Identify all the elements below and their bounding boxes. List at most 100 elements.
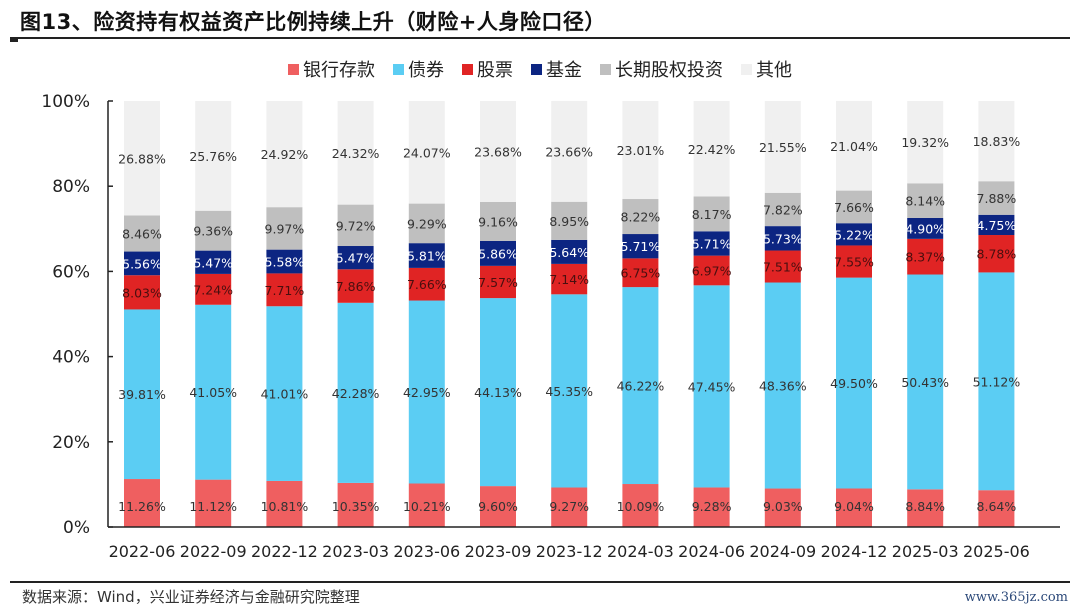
- data-label: 42.95%: [403, 385, 451, 400]
- x-tick-label: 2023-09: [465, 542, 532, 561]
- data-label: 8.46%: [122, 227, 162, 242]
- data-label: 9.97%: [265, 221, 305, 236]
- data-label: 7.82%: [763, 202, 803, 217]
- legend-label: 债券: [408, 60, 444, 81]
- bar-segment: [408, 483, 445, 527]
- data-label: 6.75%: [621, 266, 661, 281]
- legend-swatch: [462, 63, 473, 75]
- bar-segment: [408, 203, 445, 244]
- legend-swatch: [393, 63, 404, 75]
- bar-segment: [266, 273, 303, 307]
- data-label: 8.17%: [692, 207, 732, 222]
- bar-segment: [907, 217, 944, 239]
- bar-segment: [693, 101, 730, 197]
- bar-segment: [764, 250, 801, 283]
- y-tick-label: 100%: [41, 92, 90, 112]
- data-label: 39.81%: [118, 387, 166, 402]
- data-label: 5.58%: [265, 255, 305, 270]
- legend-swatch: [600, 63, 611, 75]
- bar-segment: [124, 251, 160, 276]
- chart-legend: 银行存款 债券 股票 基金 长期股权投资 其他: [0, 56, 1080, 82]
- legend-label: 长期股权投资: [615, 60, 723, 81]
- legend-item: 长期股权投资: [600, 56, 723, 82]
- bar-segment: [907, 183, 944, 218]
- bar-segment: [124, 479, 160, 527]
- data-label: 21.04%: [830, 139, 878, 154]
- bar-segment: [480, 240, 516, 266]
- bar-segment: [907, 489, 944, 527]
- data-label: 9.72%: [336, 218, 376, 233]
- legend-swatch: [288, 63, 299, 75]
- data-label: 5.64%: [549, 245, 589, 260]
- data-label: 8.84%: [905, 499, 945, 514]
- bar-segment: [693, 487, 730, 527]
- bar-segment: [622, 287, 659, 485]
- bar-segment: [622, 484, 659, 527]
- bar-segment: [622, 199, 659, 235]
- data-label: 45.35%: [545, 384, 593, 399]
- footer-divider: [10, 581, 1070, 583]
- legend-item: 基金: [531, 56, 582, 82]
- data-label: 19.32%: [901, 135, 949, 150]
- bar-segment: [551, 239, 588, 264]
- bar-segment: [693, 231, 730, 256]
- data-label: 9.60%: [478, 499, 518, 514]
- bar-segment: [195, 273, 232, 305]
- data-label: 41.05%: [189, 385, 237, 400]
- data-label: 8.14%: [905, 194, 945, 209]
- bar-segment: [195, 210, 232, 251]
- bar-segment: [408, 101, 445, 204]
- data-label: 5.71%: [621, 239, 661, 254]
- data-label: 46.22%: [617, 379, 665, 394]
- data-label: 8.37%: [905, 250, 945, 265]
- bar-segment: [836, 245, 872, 278]
- watermark: www.365jz.com: [964, 590, 1068, 605]
- data-label: 10.35%: [332, 499, 380, 514]
- bar-segment: [266, 306, 303, 481]
- data-label: 9.29%: [407, 216, 447, 231]
- y-tick-label: 20%: [52, 433, 90, 453]
- data-label: 42.28%: [332, 386, 380, 401]
- title-divider-accent: [10, 39, 18, 42]
- data-label: 4.75%: [977, 218, 1017, 233]
- data-label: 7.71%: [265, 283, 305, 298]
- data-label: 22.42%: [688, 142, 736, 157]
- legend-swatch: [531, 63, 542, 75]
- bar-segment: [551, 100, 588, 202]
- data-label: 8.22%: [621, 210, 661, 225]
- data-label: 50.43%: [901, 375, 949, 390]
- source-note: 数据来源：Wind，兴业证券经济与金融研究院整理: [22, 588, 360, 606]
- data-label: 7.66%: [834, 200, 874, 215]
- data-label: 9.16%: [478, 214, 518, 229]
- x-tick-label: 2025-03: [892, 542, 959, 561]
- bar-segment: [907, 238, 944, 275]
- bar-segment: [693, 196, 730, 232]
- bar-segment: [836, 488, 872, 527]
- legend-item: 股票: [462, 56, 513, 82]
- bar-segment: [337, 204, 374, 247]
- data-label: 5.47%: [336, 251, 376, 266]
- bar-segment: [907, 101, 944, 184]
- bar-segment: [195, 479, 232, 527]
- x-tick-label: 2024-03: [607, 542, 674, 561]
- data-label: 49.50%: [830, 376, 878, 391]
- bar-segment: [622, 234, 659, 259]
- bar-segment: [266, 480, 303, 527]
- data-label: 10.09%: [617, 499, 665, 514]
- data-label: 9.27%: [549, 499, 589, 514]
- data-label: 23.01%: [617, 143, 665, 158]
- bar-segment: [764, 488, 801, 527]
- bar-segment: [978, 214, 1015, 236]
- chart-title: 图13、险资持有权益资产比例持续上升（财险+人身险口径）: [20, 10, 606, 34]
- data-label: 8.64%: [977, 499, 1017, 514]
- bar-segment: [124, 215, 160, 252]
- data-label: 44.13%: [474, 385, 522, 400]
- bar-segment: [195, 250, 232, 274]
- bar-segment: [124, 275, 160, 310]
- y-tick-label: 60%: [52, 262, 90, 282]
- bar-segment: [978, 235, 1015, 273]
- data-label: 10.81%: [261, 499, 309, 514]
- bar-segment: [836, 190, 872, 224]
- bar-segment: [337, 101, 374, 205]
- bar-segment: [764, 282, 801, 489]
